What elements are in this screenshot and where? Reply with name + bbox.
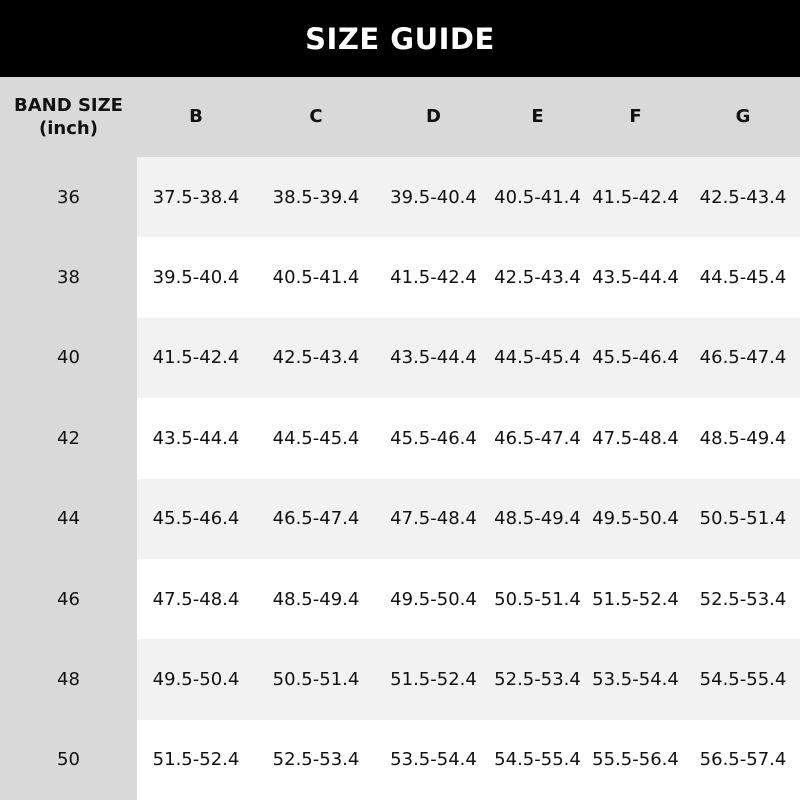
- table-cell: 45.5-46.4: [137, 478, 255, 559]
- table-cell: 54.5-55.4: [490, 719, 585, 800]
- band-size-cell: 50: [0, 719, 137, 800]
- table-cell: 51.5-52.4: [137, 719, 255, 800]
- table-cell: 45.5-46.4: [585, 317, 686, 399]
- table-cell: 41.5-42.4: [377, 237, 490, 318]
- table-cell: 44.5-45.4: [490, 317, 585, 399]
- table-cell: 48.5-49.4: [686, 398, 800, 479]
- table-cell: 41.5-42.4: [137, 317, 255, 399]
- table-cell: 39.5-40.4: [377, 157, 490, 238]
- table-cell: 52.5-53.4: [255, 719, 377, 800]
- cup-header-f: F: [585, 77, 686, 157]
- band-size-cell: 46: [0, 558, 137, 640]
- band-size-header-label: BAND SIZE: [14, 94, 123, 116]
- table-cell: 50.5-51.4: [255, 639, 377, 720]
- table-cell: 52.5-53.4: [686, 558, 800, 640]
- band-size-header: BAND SIZE (inch): [0, 77, 137, 157]
- table-cell: 48.5-49.4: [255, 558, 377, 640]
- table-cell: 39.5-40.4: [137, 237, 255, 318]
- table-cell: 38.5-39.4: [255, 157, 377, 238]
- table-cell: 47.5-48.4: [377, 478, 490, 559]
- table-cell: 40.5-41.4: [255, 237, 377, 318]
- table-cell: 46.5-47.4: [490, 398, 585, 479]
- table-cell: 49.5-50.4: [377, 558, 490, 640]
- table-cell: 52.5-53.4: [490, 639, 585, 720]
- table-cell: 50.5-51.4: [490, 558, 585, 640]
- table-cell: 53.5-54.4: [377, 719, 490, 800]
- table-cell: 55.5-56.4: [585, 719, 686, 800]
- table-cell: 53.5-54.4: [585, 639, 686, 720]
- table-cell: 56.5-57.4: [686, 719, 800, 800]
- table-cell: 40.5-41.4: [490, 157, 585, 238]
- cup-header-b: B: [137, 77, 255, 157]
- table-cell: 45.5-46.4: [377, 398, 490, 479]
- table-cell: 43.5-44.4: [377, 317, 490, 399]
- table-cell: 44.5-45.4: [686, 237, 800, 318]
- band-size-cell: 42: [0, 398, 137, 479]
- table-cell: 48.5-49.4: [490, 478, 585, 559]
- table-cell: 49.5-50.4: [585, 478, 686, 559]
- page-title: SIZE GUIDE: [0, 0, 800, 77]
- table-cell: 49.5-50.4: [137, 639, 255, 720]
- table-cell: 50.5-51.4: [686, 478, 800, 559]
- band-size-cell: 48: [0, 639, 137, 720]
- table-cell: 43.5-44.4: [585, 237, 686, 318]
- cup-header-c: C: [255, 77, 377, 157]
- table-cell: 54.5-55.4: [686, 639, 800, 720]
- cup-header-g: G: [686, 77, 800, 157]
- table-cell: 46.5-47.4: [686, 317, 800, 399]
- table-cell: 42.5-43.4: [490, 237, 585, 318]
- band-size-cell: 38: [0, 237, 137, 318]
- band-size-cell: 36: [0, 157, 137, 238]
- band-size-cell: 44: [0, 478, 137, 559]
- table-cell: 37.5-38.4: [137, 157, 255, 238]
- table-cell: 51.5-52.4: [377, 639, 490, 720]
- table-cell: 44.5-45.4: [255, 398, 377, 479]
- table-cell: 47.5-48.4: [585, 398, 686, 479]
- table-cell: 43.5-44.4: [137, 398, 255, 479]
- size-table: BAND SIZE (inch) B C D E F G 36 37.5-38.4 38.5-39…: [0, 77, 800, 800]
- band-size-header-unit: (inch): [39, 118, 98, 139]
- table-cell: 47.5-48.4: [137, 558, 255, 640]
- table-cell: 46.5-47.4: [255, 478, 377, 559]
- cup-header-d: D: [377, 77, 490, 157]
- table-cell: 42.5-43.4: [686, 157, 800, 238]
- table-cell: 42.5-43.4: [255, 317, 377, 399]
- table-cell: 51.5-52.4: [585, 558, 686, 640]
- table-cell: 41.5-42.4: [585, 157, 686, 238]
- band-size-cell: 40: [0, 317, 137, 399]
- cup-header-e: E: [490, 77, 585, 157]
